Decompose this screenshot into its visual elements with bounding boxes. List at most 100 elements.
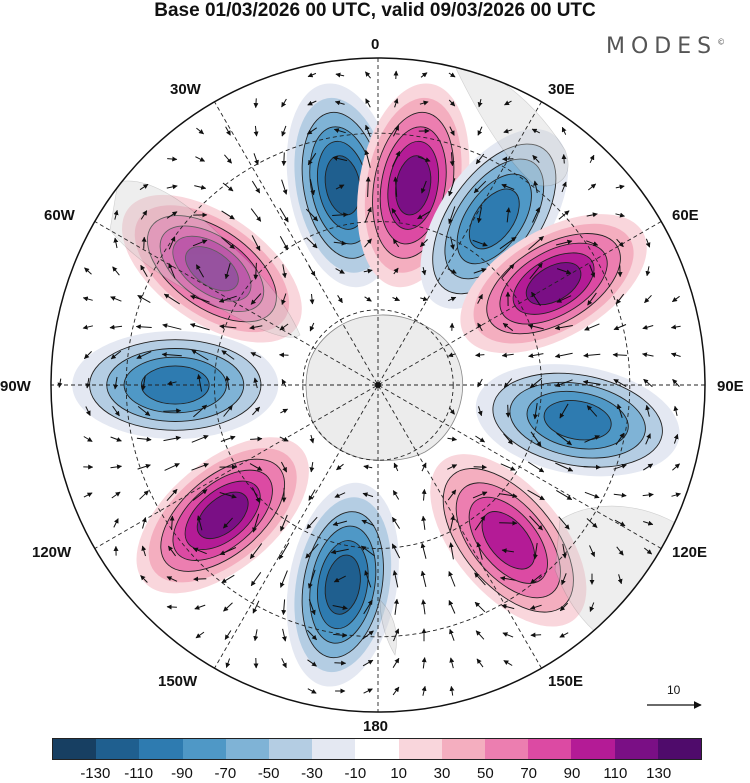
wind-arrow — [308, 599, 316, 616]
wind-arrow — [332, 605, 348, 611]
wind-arrow — [421, 488, 427, 501]
wind-arrow — [251, 487, 261, 503]
colorbar-tick-label: 70 — [520, 765, 537, 782]
wind-arrow — [251, 235, 261, 252]
wind-arrow — [253, 153, 259, 166]
wind-arrow — [163, 408, 182, 414]
colorbar-swatch — [398, 739, 442, 759]
wind-arrow — [502, 632, 514, 638]
wind-arrow — [332, 155, 348, 162]
wind-arrow — [252, 600, 260, 614]
map-title: Base 01/03/2026 00 UTC, valid 09/03/2026… — [154, 0, 596, 21]
wind-arrow — [531, 291, 541, 307]
wind-arrow — [281, 125, 287, 137]
wind-arrow — [448, 542, 454, 560]
wind-arrow — [501, 548, 514, 554]
wind-arrow — [163, 435, 181, 442]
wind-arrow — [449, 628, 455, 641]
wind-arrow — [500, 576, 516, 581]
wind-arrow — [136, 351, 152, 359]
wind-arrow — [364, 296, 372, 302]
wind-arrow — [196, 515, 203, 531]
wind-arrow — [449, 407, 455, 415]
wind-arrow — [137, 463, 151, 470]
meridian-line — [94, 221, 662, 549]
wind-arrow — [556, 295, 572, 303]
wind-arrow — [477, 126, 483, 136]
wind-arrow — [589, 545, 595, 558]
antarctica-landmass — [305, 314, 464, 461]
wind-arrow — [279, 570, 288, 588]
meridian-line — [94, 221, 662, 549]
africa-landmass — [451, 59, 569, 187]
wind-arrow — [166, 211, 178, 219]
wind-arrow — [250, 352, 262, 358]
anomaly-contour — [543, 400, 612, 441]
wind-arrow — [281, 179, 288, 195]
south-pole-marker — [375, 382, 381, 388]
wind-arrow — [586, 518, 598, 528]
wind-arrow — [474, 572, 486, 586]
wind-arrow — [392, 490, 400, 500]
wind-arrow — [194, 184, 207, 190]
wind-arrow — [449, 685, 455, 696]
wind-arrow — [253, 377, 259, 389]
wind-arrow — [500, 463, 516, 471]
anomaly-contour — [468, 188, 520, 250]
wind-arrow — [306, 127, 317, 135]
wind-arrow — [556, 432, 572, 446]
wind-arrow — [281, 658, 287, 669]
map-boundary — [50, 57, 706, 713]
wind-arrow — [111, 491, 121, 499]
wind-arrow — [362, 659, 374, 667]
wind-arrow — [476, 541, 483, 560]
colorbar-swatch — [528, 739, 572, 759]
anomaly-contour — [185, 246, 239, 292]
wind-arrow — [166, 184, 178, 190]
wind-arrow — [281, 152, 287, 166]
wind-arrow — [307, 569, 316, 589]
wind-arrow — [140, 264, 148, 277]
wind-arrow — [503, 378, 513, 388]
wind-arrow — [220, 435, 236, 442]
lon-label-150e: 150E — [548, 673, 584, 690]
wind-arrow — [113, 376, 119, 390]
lon-label-120e: 120E — [672, 544, 708, 561]
wind-arrow — [391, 150, 401, 167]
wind-arrow — [420, 239, 428, 247]
wind-arrow — [391, 516, 401, 529]
colorbar-swatch — [53, 739, 97, 759]
wind-arrow — [419, 100, 429, 106]
wind-arrow — [642, 324, 654, 330]
wind-arrow — [421, 685, 427, 696]
wind-arrow — [613, 492, 627, 498]
wind-arrow — [473, 180, 487, 194]
wind-arrow — [447, 268, 457, 274]
wind-arrow — [613, 378, 627, 388]
wind-arrow — [224, 630, 232, 640]
wind-arrow — [477, 98, 483, 108]
colorbar-swatch — [312, 739, 356, 759]
wind-arrow — [141, 236, 147, 249]
wind-arrow — [253, 125, 259, 137]
wind-arrow — [308, 265, 316, 277]
positive-anomaly-lobe — [430, 454, 587, 627]
colorbar-swatch — [571, 739, 615, 759]
colorbar-swatch — [657, 739, 702, 759]
wind-arrow — [332, 520, 348, 527]
wind-arrow — [307, 152, 317, 166]
wind-arrow — [361, 519, 375, 527]
wind-arrow — [222, 182, 234, 192]
wind-arrow — [556, 489, 573, 501]
wind-arrow — [250, 208, 262, 222]
colorbar-tick-label: -10 — [344, 765, 367, 782]
wind-arrow — [83, 436, 93, 442]
wind-arrow — [249, 543, 263, 559]
wind-arrow — [527, 461, 545, 473]
wind-arrow — [670, 324, 681, 330]
wind-arrow — [447, 296, 457, 302]
wind-arrow — [195, 156, 206, 162]
colorbar-swatch — [441, 739, 486, 759]
wind-arrow — [554, 325, 573, 331]
wind-arrow — [531, 128, 541, 134]
